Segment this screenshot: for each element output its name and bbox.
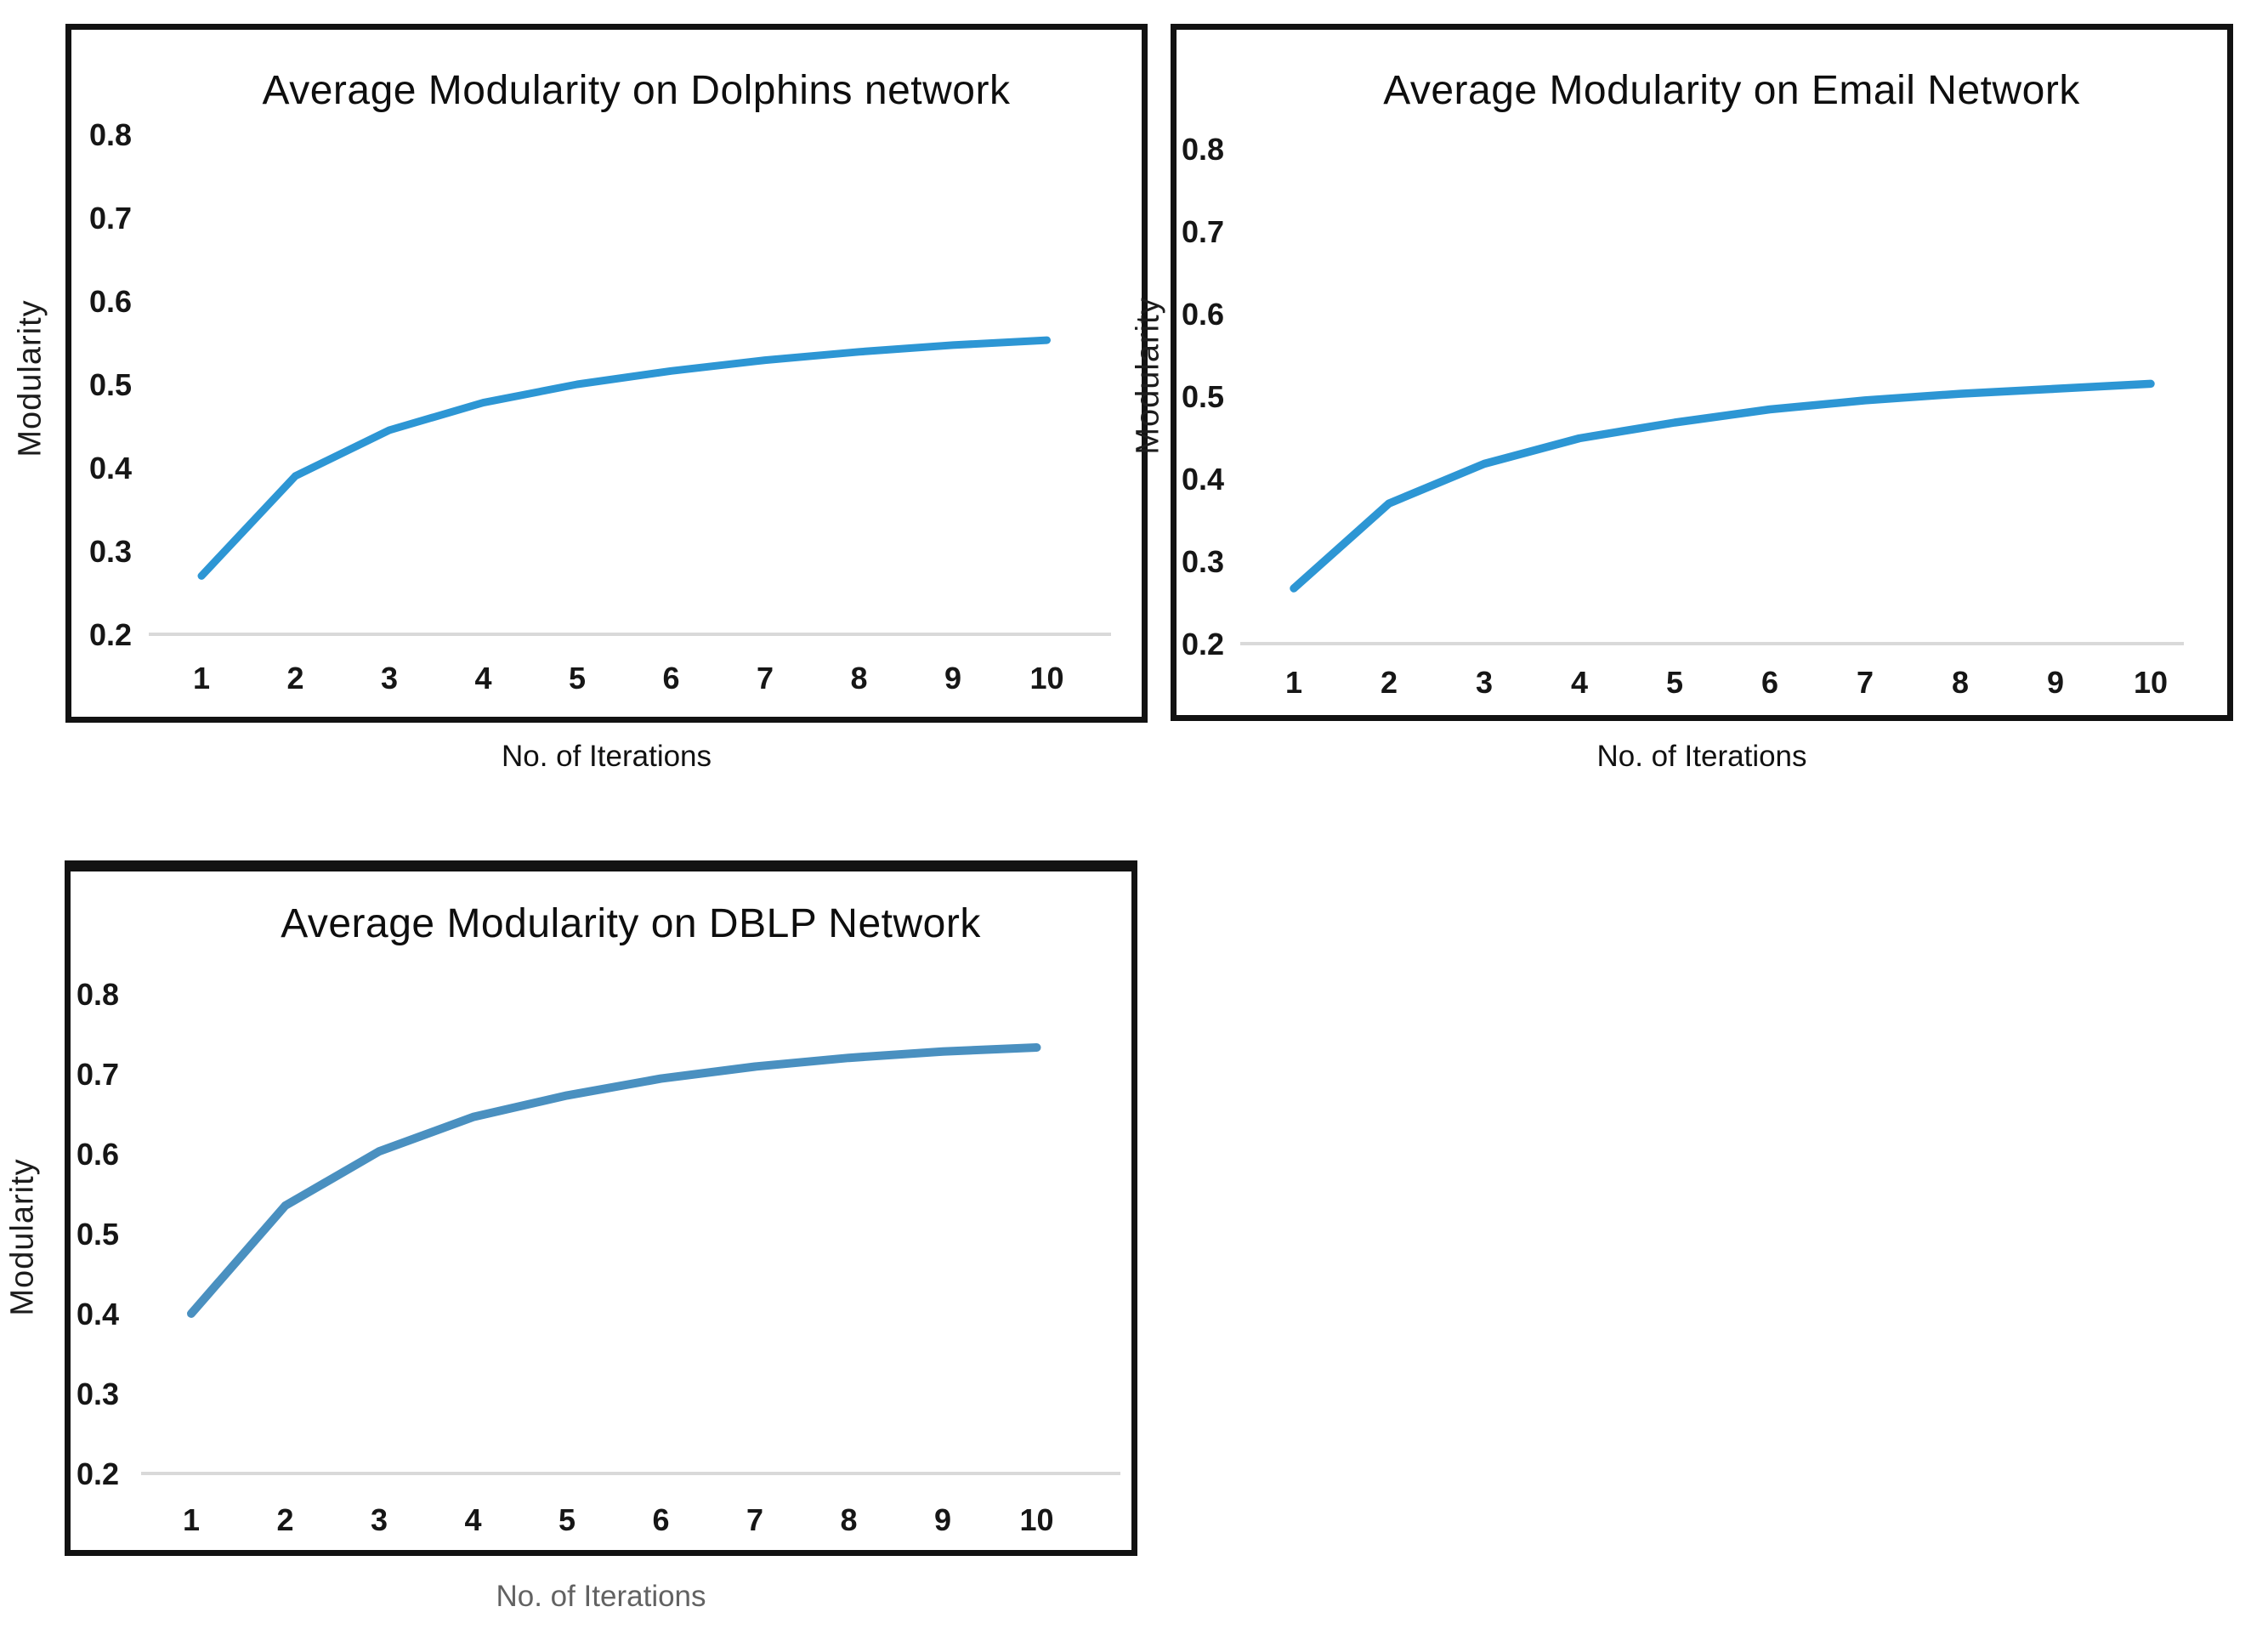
email-plot-area: 0.8 0.7 0.6 0.5 0.4 0.3 0.2 1 2 3 4 5 6 7 8 9 10 [1182,132,2184,700]
email-modularity-chart: Average Modularity on Email Network 0.8 0… [1171,24,2233,721]
x-tick-label: 3 [381,661,398,695]
y-tick-label: 0.4 [89,451,132,485]
y-tick-label: 0.7 [89,201,132,236]
x-tick-label: 4 [474,661,491,695]
dblp-y-axis-title: Modularity [4,1158,41,1316]
x-tick-label: 8 [850,661,867,695]
y-tick-label: 0.6 [77,1137,119,1172]
x-tick-label: 1 [1285,665,1302,700]
y-tick-label: 0.6 [1182,297,1224,332]
email-y-axis-title: Modularity [1130,297,1166,455]
x-tick-label: 4 [1571,665,1588,700]
dblp-x-axis-title: No. of Iterations [496,1580,706,1613]
dolphins-y-axis-title: Modularity [12,299,48,457]
y-tick-label: 0.7 [1182,214,1224,249]
y-tick-label: 0.5 [77,1217,119,1252]
y-tick-label: 0.6 [89,284,132,319]
modularity-series-line [1290,379,2155,593]
y-tick-label: 0.3 [1182,544,1224,579]
x-tick-label: 3 [371,1502,388,1537]
email-chart-title: Average Modularity on Email Network [1383,68,2080,113]
x-tick-label: 9 [934,1502,951,1537]
y-tick-label: 0.4 [77,1297,119,1331]
dolphins-modularity-chart: Average Modularity on Dolphins network 0… [65,24,1148,723]
modularity-series-line [197,336,1051,580]
x-tick-label: 7 [757,661,774,695]
dolphins-chart-title: Average Modularity on Dolphins network [262,68,1011,113]
modularity-series-line [187,1043,1041,1318]
x-tick-label: 5 [1666,665,1683,700]
x-tick-label: 2 [1381,665,1398,700]
y-tick-label: 0.5 [89,367,132,402]
y-tick-label: 0.4 [1182,462,1224,497]
x-tick-label: 5 [569,661,586,695]
y-tick-label: 0.2 [89,617,132,652]
y-tick-label: 0.3 [77,1377,119,1411]
x-tick-label: 1 [193,661,210,695]
dblp-chart-title: Average Modularity on DBLP Network [281,901,981,946]
x-tick-label: 9 [2047,665,2064,700]
x-tick-label: 5 [558,1502,576,1537]
email-x-axis-title: No. of Iterations [1596,740,1807,773]
x-tick-label: 10 [1019,1502,1053,1537]
x-tick-label: 9 [944,661,961,695]
y-tick-label: 0.8 [1182,132,1224,167]
x-tick-label: 8 [1952,665,1969,700]
x-tick-label: 6 [662,661,679,695]
y-tick-label: 0.7 [77,1057,119,1092]
y-tick-label: 0.8 [89,117,132,152]
y-tick-label: 0.2 [1182,627,1224,661]
x-tick-label: 6 [1761,665,1778,700]
x-tick-label: 2 [286,661,303,695]
x-tick-label: 7 [746,1502,763,1537]
y-tick-label: 0.2 [77,1456,119,1491]
x-tick-label: 3 [1476,665,1493,700]
dolphins-x-axis-title: No. of Iterations [501,740,712,773]
x-tick-label: 8 [840,1502,857,1537]
x-tick-label: 6 [652,1502,669,1537]
x-tick-label: 10 [2134,665,2168,700]
x-tick-label: 10 [1029,661,1063,695]
x-tick-label: 1 [183,1502,200,1537]
x-tick-label: 4 [464,1502,481,1537]
dblp-modularity-chart: Average Modularity on DBLP Network 0.8 0.… [65,860,1137,1556]
y-tick-label: 0.8 [77,977,119,1012]
y-tick-label: 0.5 [1182,379,1224,414]
dblp-plot-area: 0.8 0.7 0.6 0.5 0.4 0.3 0.2 1 2 3 4 5 6 7 8 9 10 [77,977,1120,1537]
x-tick-label: 7 [1857,665,1874,700]
x-tick-label: 2 [276,1502,293,1537]
dolphins-plot-area: 0.8 0.7 0.6 0.5 0.4 0.3 0.2 1 2 3 4 5 6 7 8 9 10 [89,117,1111,695]
y-tick-label: 0.3 [89,534,132,569]
